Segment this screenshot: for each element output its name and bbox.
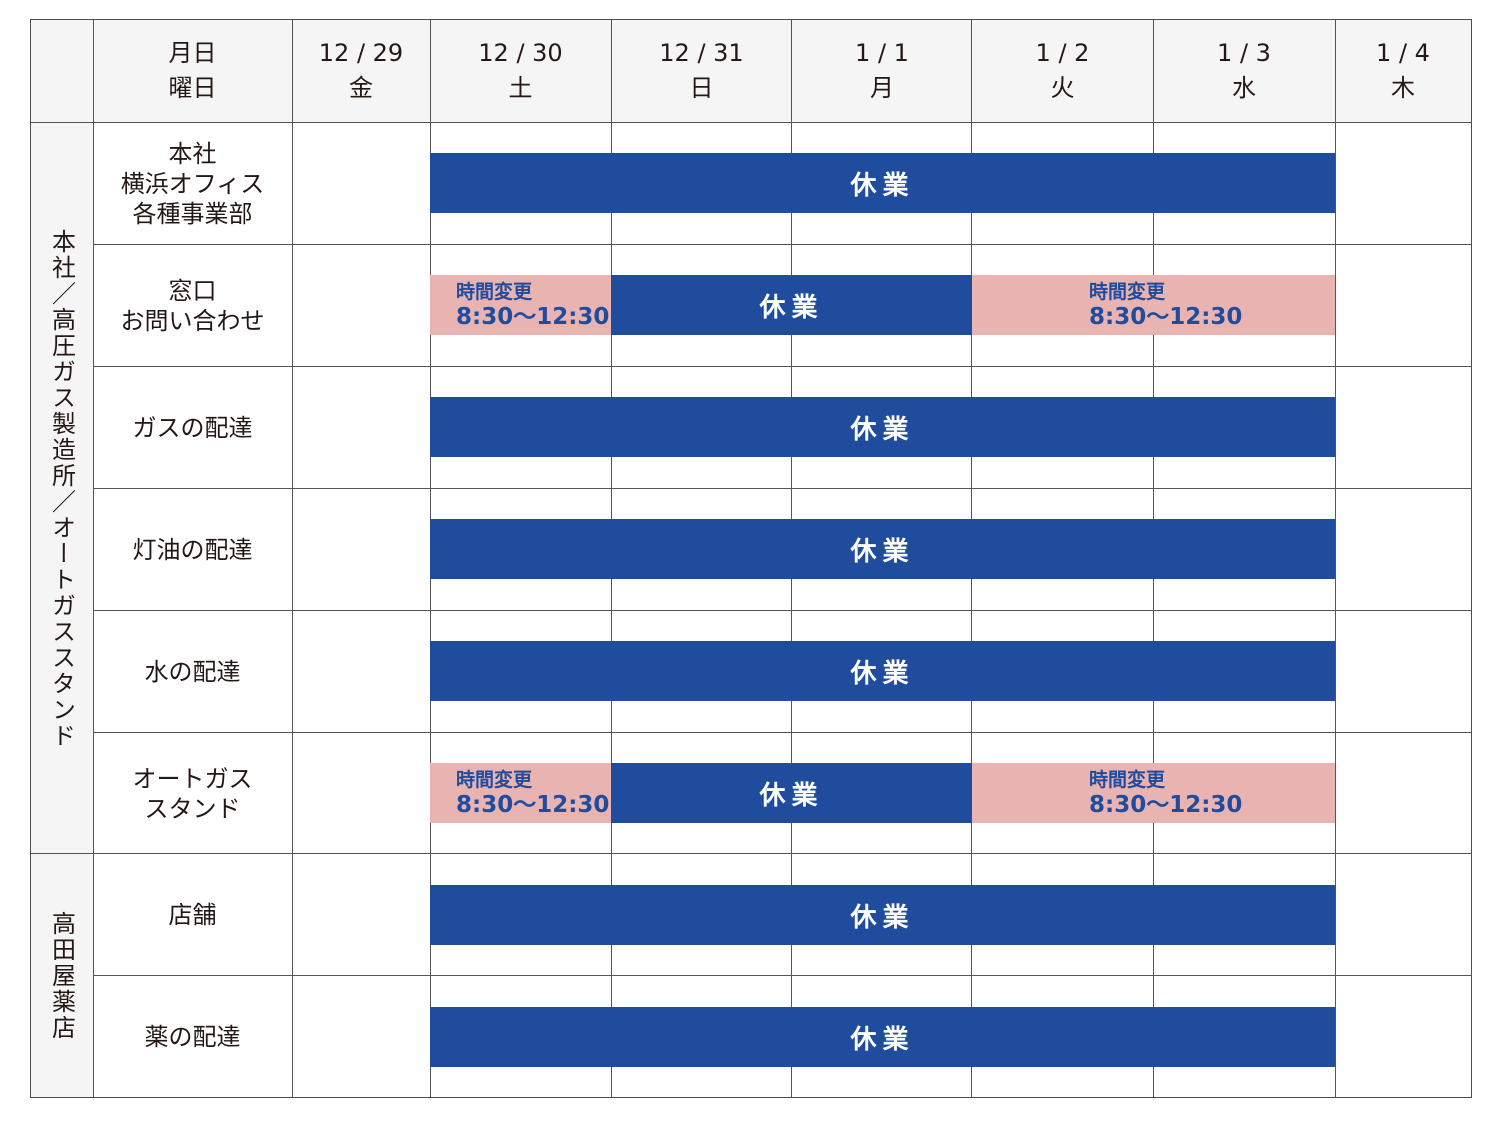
closed-bar: 休業 [430,641,1335,701]
grid-line [292,19,293,1098]
date-text: 1 / 1 [855,39,909,67]
weekday-text: 日 [689,74,714,102]
closed-bar: 休業 [430,153,1335,213]
hours-change-time: 8:30～12:30 [1089,304,1243,330]
category-counter: 窓口 お問い合わせ [93,245,292,367]
category-line: オートガス [132,764,253,793]
category-kerosene-delivery: 灯油の配達 [93,489,292,611]
weekday-text: 土 [508,74,533,102]
category-line: 水の配達 [144,658,241,686]
closed-bar: 休業 [430,1007,1335,1067]
hours-change-time: 8:30～12:30 [1089,792,1243,818]
hours-change-bar: 時間変更 8:30～12:30 [972,275,1335,335]
row-line [93,975,1472,976]
category-line: 灯油の配達 [132,536,253,564]
hours-change-title: 時間変更 [1089,769,1166,791]
hours-change-bar: 時間変更 8:30～12:30 [972,763,1335,823]
border-bottom [30,1097,1472,1098]
header-date-col: 1 / 3 水 [1153,19,1335,123]
closed-bar: 休業 [611,763,972,823]
date-text: 12 / 30 [478,39,563,67]
date-text: 1 / 3 [1217,39,1271,67]
hours-change-bar: 時間変更 8:30～12:30 [430,763,611,823]
category-water-delivery: 水の配達 [93,611,292,733]
border-top [30,19,1472,20]
category-line: ガスの配達 [132,414,253,442]
closed-bar: 休業 [430,885,1335,945]
row-line [93,366,1472,367]
weekday-text: 火 [1050,74,1075,102]
weekday-text: 月 [870,74,894,102]
grid-line [93,19,94,1098]
row-line [93,610,1472,611]
date-text: 1 / 2 [1035,39,1090,67]
header-corner [30,19,93,123]
hours-change-time: 8:30～12:30 [456,304,610,330]
hours-change-time: 8:30～12:30 [456,792,610,818]
border-left [30,19,31,1098]
header-date-col: 1 / 2 火 [972,19,1153,123]
category-line: 横浜オフィス [120,170,265,198]
category-headquarters: 本社 横浜オフィス 各種事業部 [93,123,292,245]
category-line: 本社 [168,140,217,168]
category-store: 店舗 [93,854,292,976]
row-line [30,122,1472,123]
row-line [93,244,1472,245]
row-line [30,853,1472,854]
hours-change-bar: 時間変更 8:30～12:30 [430,275,611,335]
month-day-label: 月日 [168,39,217,67]
date-text: 12 / 31 [659,39,744,67]
hours-change-title: 時間変更 [456,769,533,791]
weekday-text: 木 [1391,74,1415,102]
hours-change-title: 時間変更 [456,281,533,303]
date-text: 12 / 29 [318,39,404,67]
closed-bar: 休業 [430,397,1335,457]
category-line: 窓口 [168,277,217,305]
category-line: 薬の配達 [144,1023,241,1051]
header-date-label: 月日 曜日 [93,19,292,123]
category-line: スタンド [144,794,241,823]
category-autogas-stand: オートガス スタンド [93,733,292,854]
header-date-col: 12 / 30 土 [430,19,611,123]
row-line [93,488,1472,489]
closed-bar: 休業 [430,519,1335,579]
grid-line [1335,19,1336,1098]
category-line: お問い合わせ [120,307,265,335]
row-line [93,732,1472,733]
header-date-col: 1 / 4 木 [1335,19,1471,123]
header-date-col: 1 / 1 月 [792,19,972,123]
group-label-pharmacy: 高田屋薬店 [30,854,93,1098]
category-line: 各種事業部 [132,200,253,228]
closed-bar: 休業 [611,275,972,335]
category-gas-delivery: ガスの配達 [93,367,292,489]
weekday-label: 曜日 [168,74,217,102]
header-date-col: 12 / 31 日 [611,19,792,123]
category-line: 店舗 [168,901,217,929]
header-date-col: 12 / 29 金 [292,19,430,123]
group-label-headquarters: 本社／高圧ガス製造所／オートガススタンド [30,123,93,854]
border-right [1471,19,1472,1098]
date-text: 1 / 4 [1376,39,1430,67]
weekday-text: 金 [349,74,373,102]
weekday-text: 水 [1232,74,1256,102]
hours-change-title: 時間変更 [1089,281,1166,303]
category-medicine-delivery: 薬の配達 [93,976,292,1098]
